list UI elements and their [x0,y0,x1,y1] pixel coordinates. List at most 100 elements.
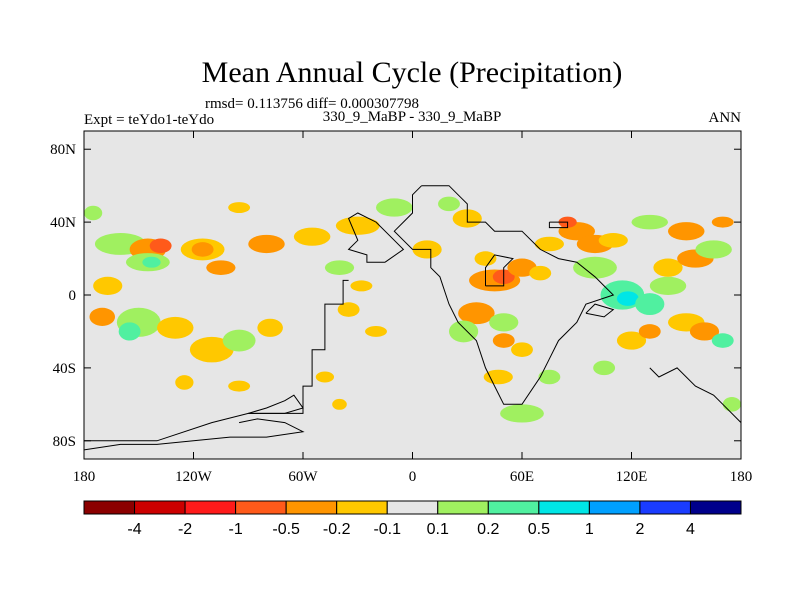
anomaly-patch-54 [635,293,665,316]
colorbar-label-1: -2 [178,521,192,538]
anomaly-patch-60 [631,214,668,230]
anomaly-patch-43 [483,369,513,385]
anomaly-patch-48 [534,236,564,252]
anomaly-patch-18 [335,216,380,235]
anomaly-patch-36 [529,265,552,281]
colorbar-swatch-0 [83,500,136,515]
anomaly-patch-32 [438,196,460,212]
anomaly-patch-20 [228,202,251,214]
colorbar-swatch-2 [184,500,237,515]
chart-subtitle: 330_9_MaBP - 330_9_MaBP [323,109,502,125]
colorbar: -4 -2 -1 -0.5 -0.2 -0.1 0.1 0.2 0.5 1 2 4 [83,500,742,538]
colorbar-label-11: 4 [686,521,695,538]
anomaly-patch-15 [206,260,236,275]
anomaly-patch-37 [474,251,497,266]
x-tick-label-2: 60W [288,469,318,485]
colorbar-label-6: 0.1 [427,521,449,538]
colorbar-swatch-9 [538,500,590,515]
colorbar-swatch-10 [588,500,641,515]
anomaly-patch-23 [350,280,373,292]
anomaly-patch-50 [598,233,628,248]
colorbar-swatch-7 [437,500,489,515]
anomaly-patch-28 [175,375,194,390]
season-label: ANN [709,110,742,126]
anomaly-patch-2 [118,322,141,341]
anomaly-patch-24 [337,302,360,317]
chart-title: Mean Annual Cycle (Precipitation) [202,56,623,89]
colorbar-label-10: 2 [635,521,644,538]
anomaly-patch-22 [324,260,355,275]
anomaly-patch-27 [332,398,347,410]
coastline-1 [347,212,405,263]
anomaly-patch-67 [593,360,616,376]
anomaly-patch-68 [722,397,741,412]
coastline-7 [485,254,514,287]
y-tick-label-2: 0 [69,288,77,304]
coastline-5 [248,394,304,414]
x-tick-label-3: 0 [409,469,417,485]
axis-ticks: 180 120W 60W 0 60E 120E 180 80N 40N 0 40S 80S [50,131,752,485]
anomaly-patch-51 [573,256,617,279]
stats-line: rmsd= 0.113756 diff= 0.000307798 [205,96,419,112]
anomaly-patch-5 [189,336,234,363]
coastline-3 [548,221,569,229]
x-tick-label-4: 60E [510,469,534,485]
colorbar-label-0: -4 [127,521,141,538]
colorbar-label-5: -0.1 [373,521,401,538]
anomaly-patch-56 [653,258,683,277]
anomaly-patch-44 [500,404,544,423]
experiment-label: Expt = teYdo1-teYdo [84,112,214,128]
anomaly-patch-40 [489,313,519,332]
coastline-6 [84,418,305,451]
x-tick-label-1: 120W [175,469,213,485]
colorbar-swatch-4 [285,500,338,515]
coastline-0 [84,279,349,442]
coastline-8 [585,303,615,318]
anomaly-patch-45 [538,369,561,385]
anomaly-patch-59 [668,222,705,241]
colorbar-label-7: 0.2 [477,521,499,538]
colorbar-label-8: 0.5 [528,521,550,538]
colorbar-label-2: -1 [228,521,242,538]
anomaly-patch-66 [711,333,734,348]
anomaly-patch-53 [616,291,639,306]
y-tick-label-0: 80N [50,142,76,158]
anomaly-patch-39 [449,320,479,343]
coastline-4 [649,367,741,450]
anomaly-patch-7 [257,318,283,337]
x-tick-label-6: 180 [730,469,753,485]
anomaly-patch-3 [89,307,116,326]
anomaly-patch-4 [157,316,194,339]
anomaly-patch-12 [142,256,161,268]
anomaly-patches [84,196,741,423]
colorbar-swatch-11 [639,500,691,515]
colorbar-swatch-8 [487,500,540,515]
anomaly-patch-16 [248,234,285,254]
colorbar-swatch-3 [235,500,287,515]
y-tick-label-1: 40N [50,215,76,231]
anomaly-patch-26 [315,371,335,383]
x-tick-label-0: 180 [73,469,96,485]
coastlines [84,185,741,451]
anomaly-patch-14 [191,242,214,257]
coastline-2 [393,185,615,405]
anomaly-patch-6 [222,329,256,352]
anomaly-patch-29 [228,380,251,392]
x-tick-label-5: 120E [616,469,648,485]
anomaly-patch-42 [511,342,533,357]
colorbar-swatch-1 [134,500,186,515]
anomaly-patch-35 [507,258,537,277]
anomaly-patch-0 [93,276,123,295]
anomaly-patch-19 [376,198,413,217]
colorbar-label-3: -0.5 [272,521,300,538]
anomaly-patch-17 [293,227,331,246]
anomaly-patch-62 [616,331,647,350]
colorbar-label-4: -0.2 [323,521,351,538]
colorbar-label-9: 1 [585,521,594,538]
anomaly-patch-38 [458,302,495,325]
y-tick-label-3: 40S [53,361,76,377]
anomaly-patch-63 [638,324,661,339]
anomaly-patch-25 [365,325,387,337]
anomaly-patch-21 [84,205,103,221]
